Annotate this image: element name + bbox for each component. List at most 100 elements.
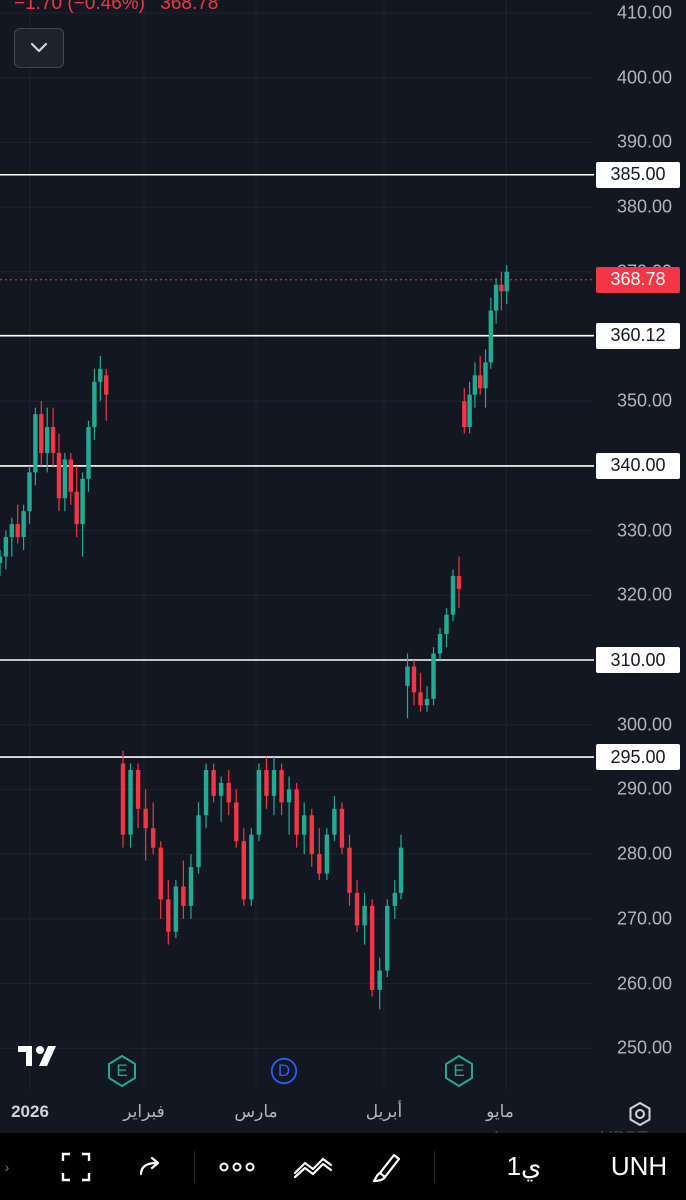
price-axis-label: 380.00: [616, 196, 672, 217]
candle-body: [92, 381, 97, 428]
price-change-readout: −1.70 (−0.46%) 368.78: [14, 0, 228, 15]
indicators-icon: [293, 1157, 333, 1178]
candle-body: [377, 970, 382, 990]
date-axis-label: 2026: [11, 1102, 49, 1121]
candle-body: [158, 847, 163, 900]
candle-body: [450, 575, 456, 615]
more-options-button[interactable]: [214, 1133, 260, 1200]
redo-icon: [139, 1156, 160, 1175]
candle-body: [392, 892, 397, 906]
candle-body: [151, 828, 156, 848]
candle-body: [143, 808, 148, 829]
candle-body: [444, 614, 449, 635]
candle-body: [181, 886, 186, 906]
price-axis-label: 250.00: [616, 1037, 672, 1058]
price-axis-label: 300.00: [616, 714, 672, 735]
candle-body: [418, 692, 423, 706]
candle-body: [431, 653, 436, 699]
symbol-button[interactable]: UNH: [610, 1151, 668, 1181]
level-price-label: 385.00: [596, 161, 680, 188]
candle-body: [80, 478, 85, 525]
brush-icon: [372, 1153, 401, 1182]
candle-body: [302, 815, 307, 835]
candle-body: [354, 892, 360, 926]
indicators-button[interactable]: [290, 1133, 336, 1200]
candle-body: [347, 847, 352, 893]
candle-body: [15, 524, 20, 538]
candle-body: [472, 375, 478, 395]
candle-body: [50, 427, 56, 453]
chart-settings-button[interactable]: [626, 1100, 654, 1128]
candle-body: [98, 368, 103, 382]
bottom-toolbar: › 1ي UNH: [0, 1133, 686, 1200]
candle-body: [9, 524, 14, 538]
date-axis-label: فبراير: [123, 1102, 165, 1121]
drawing-tool-button[interactable]: [368, 1133, 408, 1200]
candle-body: [27, 472, 32, 512]
candle-body: [62, 459, 68, 499]
candle-body: [324, 834, 330, 874]
candle-body: [166, 899, 171, 932]
candle-body: [398, 847, 404, 893]
collapse-legend-button[interactable]: [14, 28, 64, 68]
candle-body: [128, 769, 133, 835]
earnings-marker-1[interactable]: E: [108, 1055, 136, 1087]
price-axis-label: 400.00: [616, 67, 672, 88]
candle-body: [456, 575, 462, 589]
date-axis-label: أبريل: [365, 1102, 403, 1121]
toolbar-more-left-button[interactable]: ›: [4, 1158, 10, 1175]
candle-body: [467, 394, 472, 428]
level-price-label: 340.00: [596, 452, 680, 479]
candle-body: [483, 362, 488, 389]
date-axis-label: مارس: [234, 1102, 278, 1121]
earnings-marker-label: E: [116, 1061, 128, 1080]
candle-body: [249, 834, 254, 900]
more-horizontal-icon: [219, 1162, 255, 1171]
candle-body: [21, 511, 26, 538]
candle-body: [405, 666, 410, 686]
candle-body: [385, 905, 390, 971]
earnings-marker-label: E: [453, 1061, 465, 1080]
candle-body: [317, 854, 322, 874]
candle-body: [234, 802, 239, 842]
candle-body: [211, 769, 216, 796]
candle-body: [120, 763, 126, 835]
dividend-marker[interactable]: D: [270, 1055, 298, 1087]
candle-body: [332, 808, 337, 835]
candle-body: [264, 769, 269, 796]
candle-body: [286, 789, 292, 803]
tradingview-logo[interactable]: [18, 1044, 66, 1075]
candle-body: [45, 427, 50, 453]
candle-body: [3, 537, 9, 557]
candle-body: [294, 789, 299, 835]
fullscreen-button[interactable]: [56, 1133, 96, 1200]
candle-body: [104, 375, 109, 395]
earnings-marker-2[interactable]: E: [445, 1055, 473, 1087]
redo-button[interactable]: [132, 1133, 168, 1200]
last-price-readout: 368.78: [160, 0, 219, 14]
price-change: −1.70 (−0.46%): [14, 0, 145, 14]
level-price-label: 310.00: [596, 647, 680, 673]
price-axis-label: 390.00: [616, 131, 672, 152]
candle-body: [39, 414, 44, 453]
candle-body: [33, 414, 38, 473]
candle-body: [173, 886, 179, 932]
candle-body: [504, 271, 509, 292]
price-axis-label: 330.00: [616, 520, 672, 541]
price-axis-label: 260.00: [616, 973, 672, 993]
candle-body: [218, 782, 224, 796]
candle-body: [188, 867, 194, 906]
candle-body: [0, 556, 3, 563]
candle-body: [68, 459, 73, 492]
price-axis-label: 270.00: [616, 908, 672, 929]
candle-body: [478, 375, 483, 389]
candle-body: [462, 401, 467, 428]
candle-body: [271, 769, 277, 796]
interval-button[interactable]: 1ي: [506, 1151, 542, 1181]
candle-body: [279, 769, 284, 803]
toolbar-separator: [434, 1151, 435, 1183]
candle-body: [424, 698, 430, 706]
chevron-down-icon: [30, 42, 48, 53]
candle-body: [309, 815, 314, 855]
